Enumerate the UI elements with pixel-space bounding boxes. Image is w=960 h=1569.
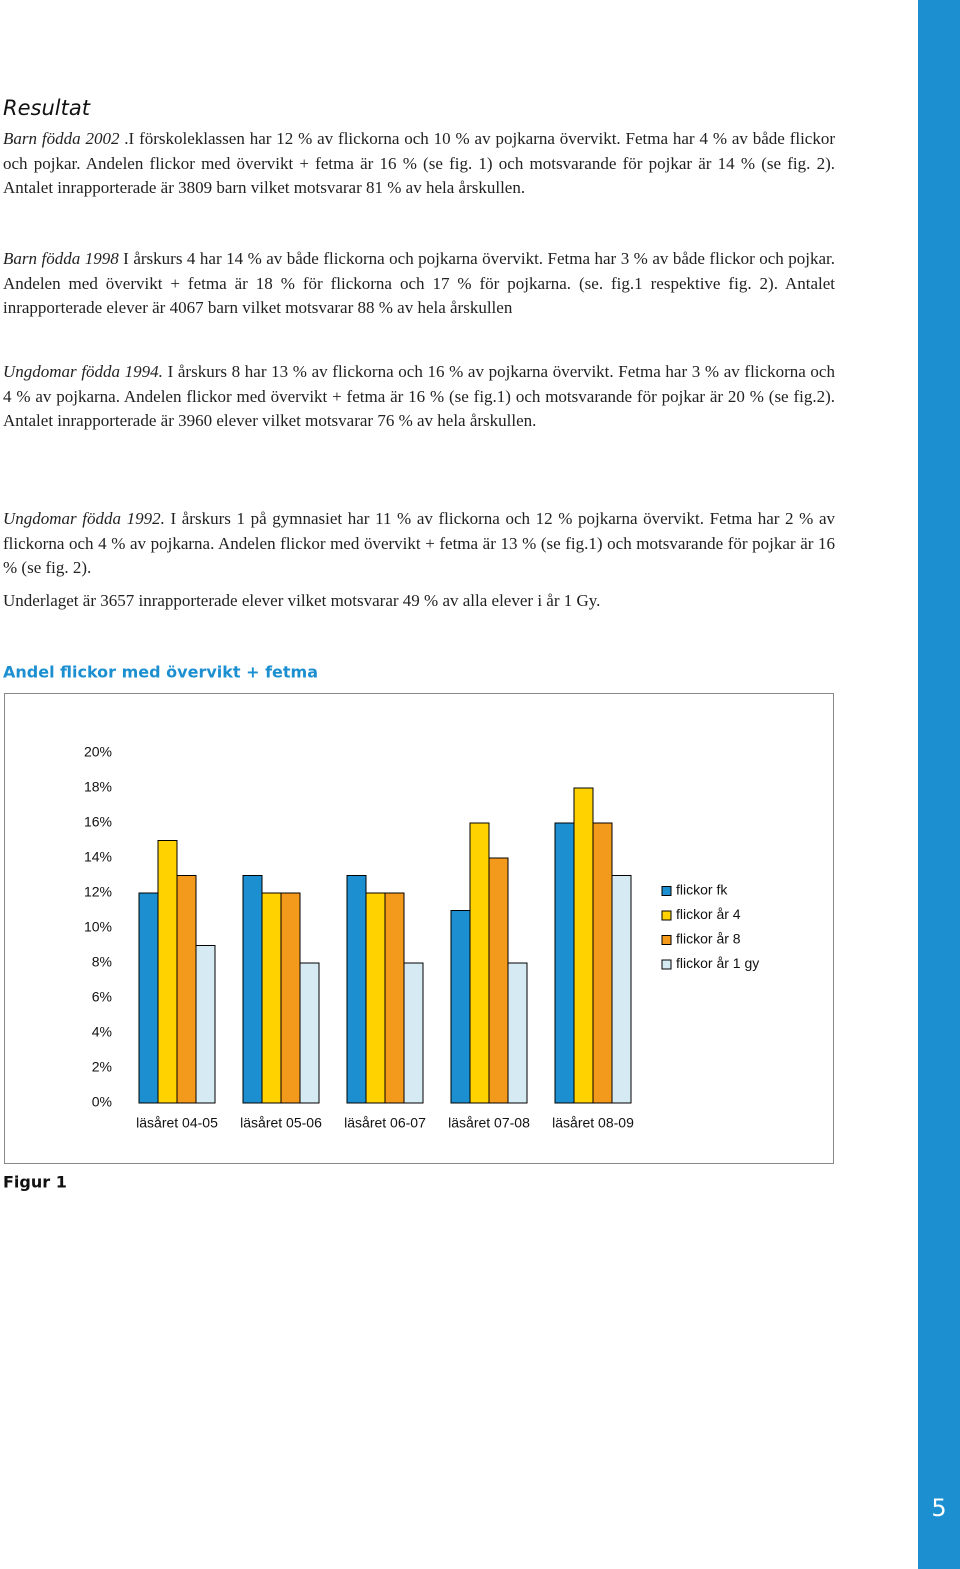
y-tick-label: 12% — [84, 884, 112, 900]
paragraph: Ungdomar födda 1992. I årskurs 1 på gymn… — [3, 507, 835, 581]
bar — [280, 892, 301, 1104]
paragraph-text: .I förskoleklassen har 12 % av flickorna… — [3, 129, 836, 197]
paragraph: Barn födda 2002 .I förskoleklassen har 1… — [3, 127, 835, 201]
legend-swatch — [661, 910, 672, 921]
bar — [488, 857, 509, 1104]
bar — [469, 822, 490, 1104]
bar — [573, 787, 594, 1104]
y-tick-label: 10% — [84, 919, 112, 935]
paragraph-text: I årskurs 4 har 14 % av både flickorna o… — [3, 249, 835, 317]
legend-swatch — [661, 886, 672, 896]
chart: Andel flickor med övervikt + fetma Figur… — [3, 663, 834, 1192]
y-tick-label: 8% — [92, 954, 112, 970]
bar — [554, 822, 575, 1104]
figure-caption: Figur 1 — [3, 1173, 67, 1192]
legend-label: flickor år 4 — [676, 906, 741, 922]
legend-label: flickor år 1 gy — [676, 955, 759, 971]
y-tick-label: 0% — [92, 1094, 112, 1110]
bar — [176, 875, 197, 1104]
y-tick-label: 16% — [84, 814, 112, 830]
sidebar — [918, 0, 960, 1569]
x-tick-label: läsåret 04-05 — [136, 1115, 218, 1131]
bar — [138, 892, 159, 1104]
y-tick-label: 2% — [92, 1059, 112, 1075]
bar — [611, 875, 632, 1104]
paragraph: Ungdomar födda 1994. I årskurs 8 har 13 … — [3, 360, 835, 434]
bar — [450, 910, 471, 1104]
y-tick-label: 4% — [92, 1024, 112, 1040]
legend-label: flickor fk — [676, 882, 728, 898]
bar — [507, 962, 528, 1104]
chart-title: Andel flickor med övervikt + fetma — [3, 663, 318, 682]
paragraph-lead: Barn födda 1998 — [3, 249, 119, 268]
paragraph: Underlaget är 3657 inrapporterade elever… — [3, 589, 835, 614]
paragraph-text: I årskurs 8 har 13 % av flickorna och 16… — [3, 362, 835, 430]
x-tick-label: läsåret 08-09 — [552, 1115, 634, 1131]
bar — [157, 840, 178, 1104]
chart-frame — [4, 693, 834, 1164]
paragraph-lead: Barn födda 2002 — [3, 129, 120, 148]
y-tick-label: 6% — [92, 989, 112, 1005]
bar — [299, 962, 320, 1104]
legend-label: flickor år 8 — [676, 931, 741, 947]
bar — [592, 822, 613, 1104]
y-tick-label: 20% — [84, 744, 112, 760]
paragraph: Barn födda 1998 I årskurs 4 har 14 % av … — [3, 247, 835, 321]
bar — [403, 962, 424, 1104]
paragraph-lead: Ungdomar födda 1992. — [3, 509, 165, 528]
x-tick-label: läsåret 05-06 — [240, 1115, 322, 1131]
x-tick-label: läsåret 06-07 — [344, 1115, 426, 1131]
bar — [261, 892, 282, 1104]
y-tick-label: 14% — [84, 849, 112, 865]
bar — [384, 892, 405, 1104]
heading: Resultat — [3, 96, 90, 120]
paragraph-text: I årskurs 1 på gymnasiet har 11 % av fli… — [3, 509, 835, 577]
x-tick-label: läsåret 07-08 — [448, 1115, 530, 1131]
legend-swatch — [661, 959, 672, 970]
bar — [365, 892, 386, 1104]
paragraph-lead: Ungdomar födda 1994. — [3, 362, 163, 381]
y-tick-label: 18% — [84, 779, 112, 795]
bar — [195, 945, 216, 1104]
legend-swatch — [661, 935, 672, 945]
bar — [242, 875, 263, 1104]
bar — [346, 875, 367, 1104]
paragraph-text: Underlaget är 3657 inrapporterade elever… — [3, 591, 601, 610]
page-number: 5 — [931, 1494, 947, 1522]
